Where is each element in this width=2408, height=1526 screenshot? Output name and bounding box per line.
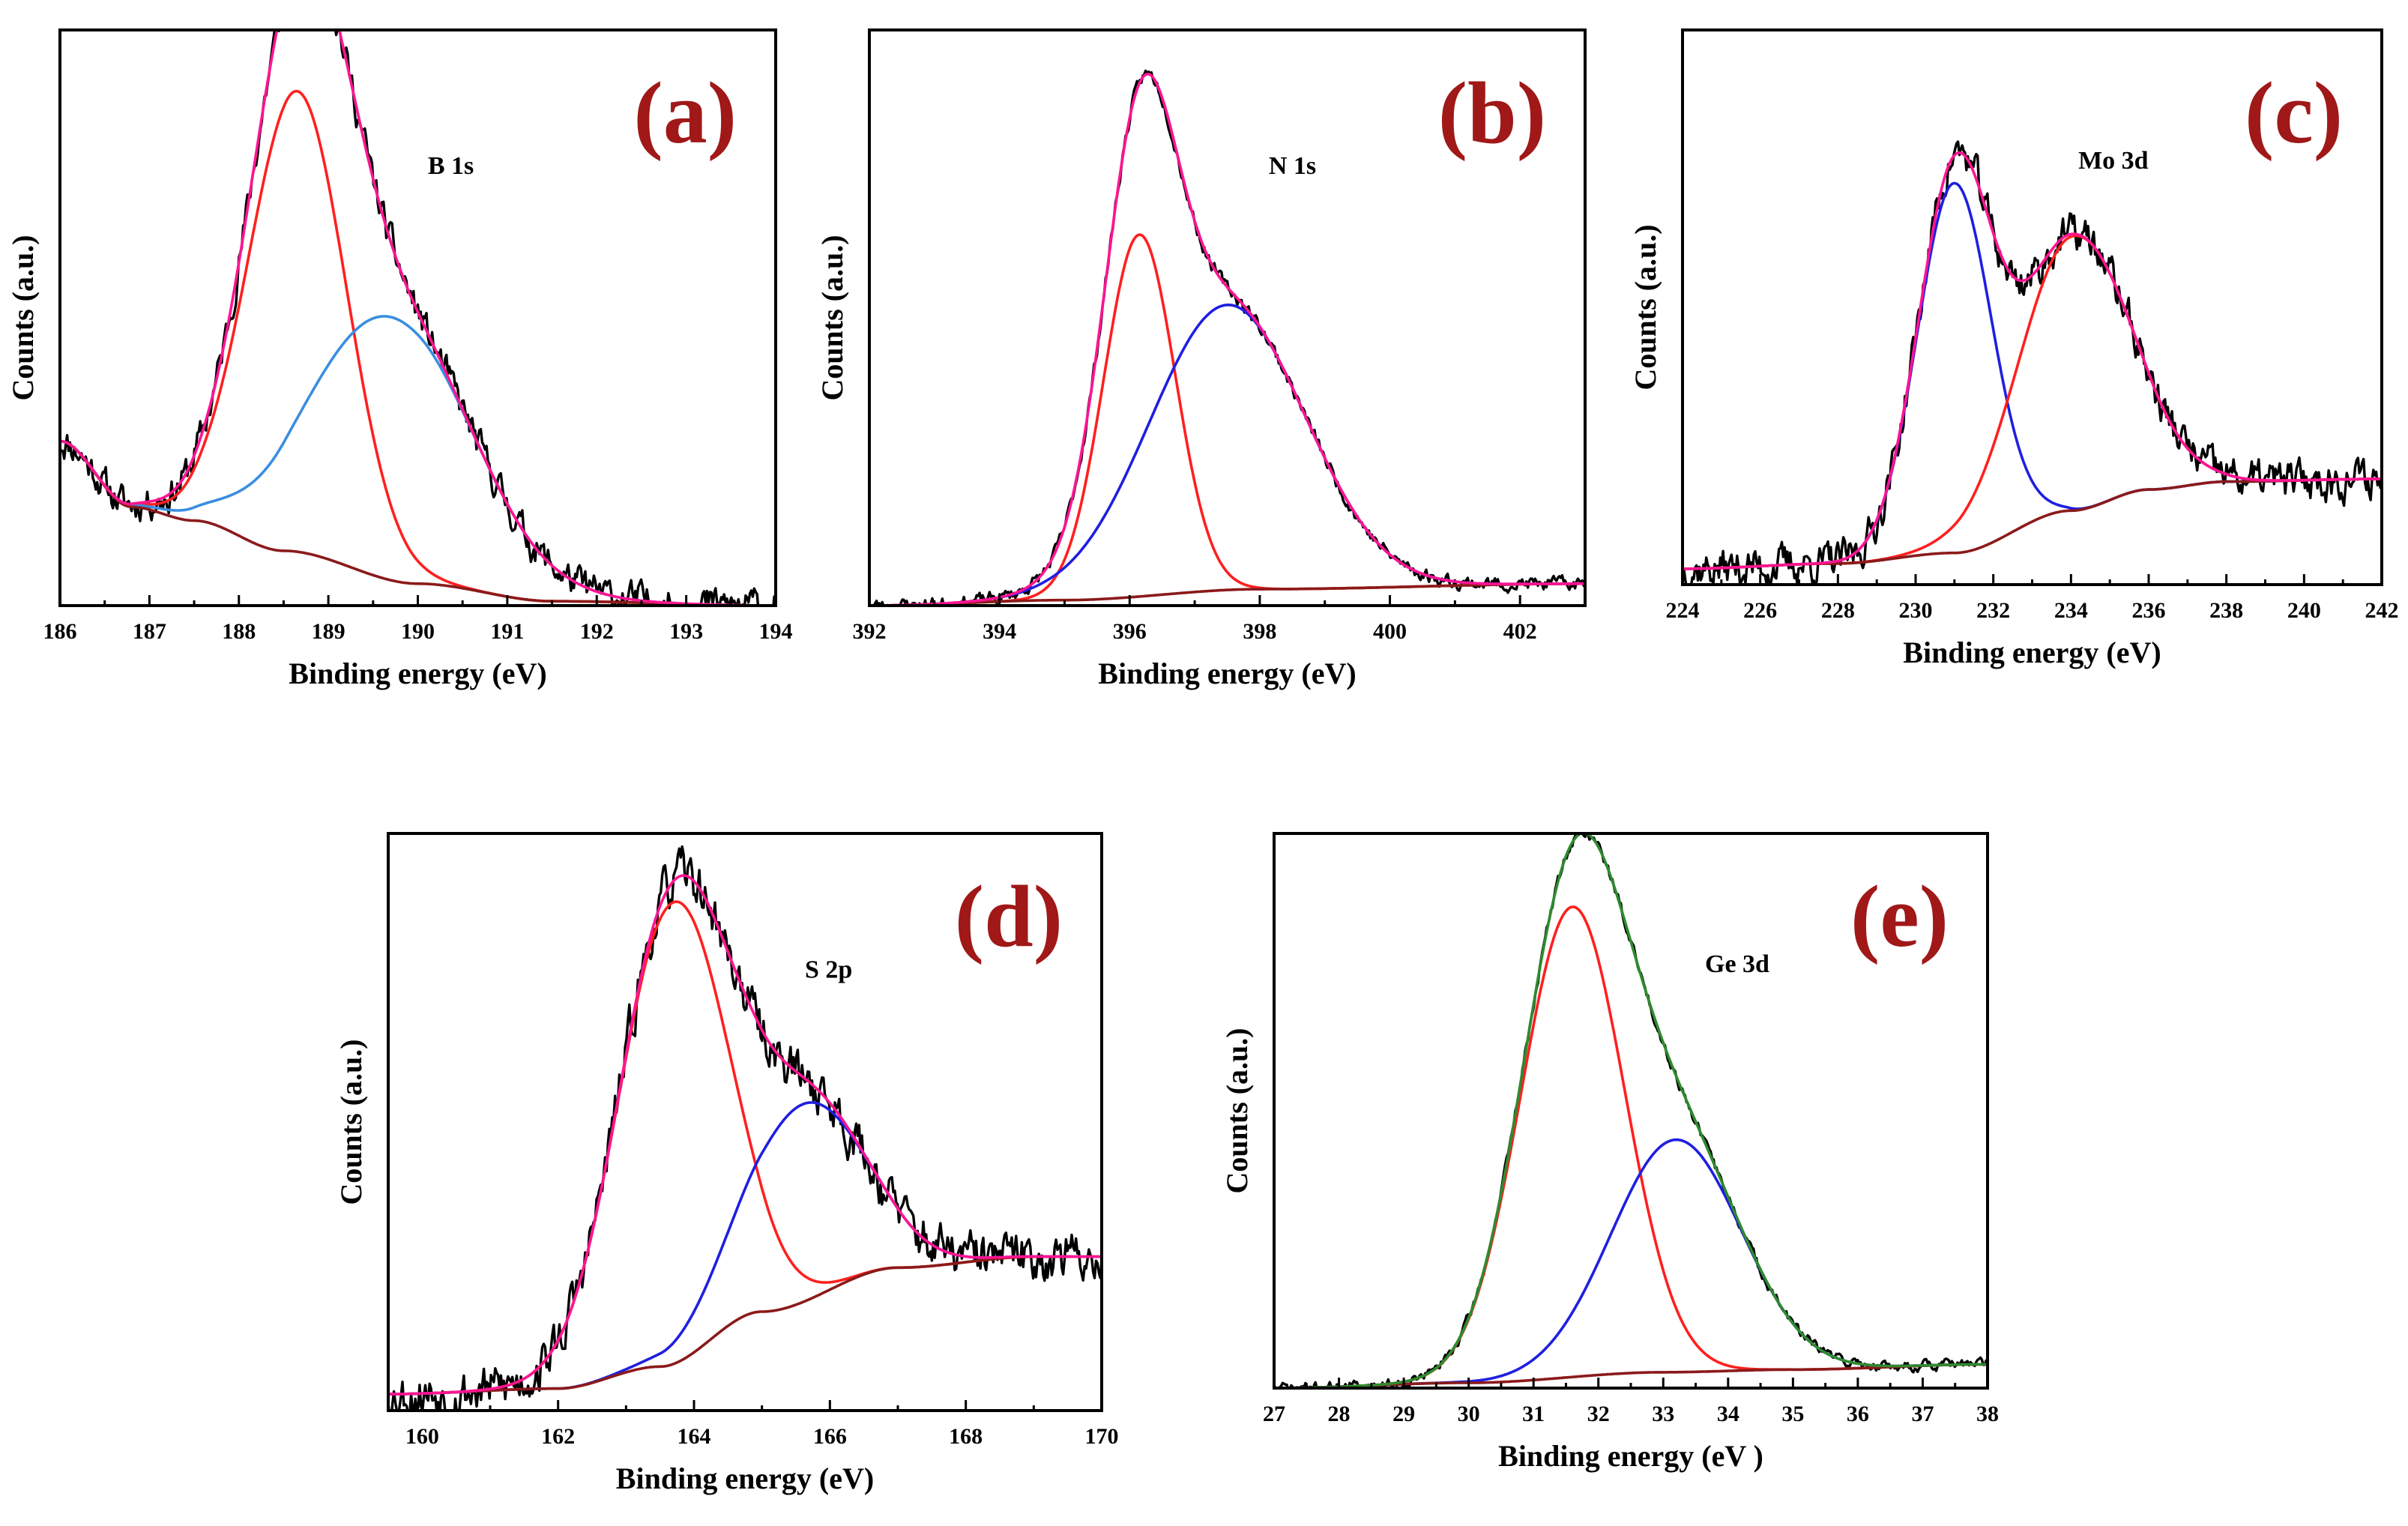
x-tick-label: 238	[2209, 598, 2243, 623]
x-tick-label: 230	[1899, 598, 1933, 623]
y-axis-title: Counts (a.u.)	[6, 235, 40, 400]
x-tick-label: 189	[312, 619, 345, 644]
series-envelope	[388, 874, 1102, 1396]
x-axis-title: Binding energy (eV)	[616, 1462, 874, 1495]
x-tick-label: 240	[2287, 598, 2321, 623]
x-tick-label: 27	[1263, 1402, 1285, 1426]
x-tick-label: 392	[853, 619, 887, 644]
x-axis-title: Binding energy (eV)	[1098, 657, 1356, 690]
x-tick-label: 186	[43, 619, 77, 644]
x-tick-label: 34	[1717, 1402, 1739, 1426]
x-tick-label: 228	[1821, 598, 1855, 623]
plot-frame	[387, 832, 1103, 1412]
series-component-1	[60, 89, 776, 606]
panel-a-curves	[60, 30, 776, 606]
x-tick-label: 396	[1113, 619, 1147, 644]
x-tick-label: 33	[1652, 1402, 1674, 1426]
series-component-1	[388, 900, 1102, 1396]
y-axis-title: Counts (a.u.)	[1629, 224, 1662, 390]
panel-label: (b)	[1438, 64, 1546, 162]
series-component-2	[1274, 1138, 1988, 1388]
panel-d-curves	[388, 845, 1102, 1411]
x-tick-label: 30	[1458, 1402, 1480, 1426]
x-axis-title: Binding energy (eV )	[1498, 1439, 1763, 1473]
series-experimental	[60, 30, 776, 606]
series-background	[60, 439, 776, 606]
x-tick-label: 194	[759, 619, 793, 644]
panel-c: 224 226 228 230 232 234 236 238 240 242 Binding en…	[1629, 28, 2399, 669]
x-tick-label: 398	[1243, 619, 1276, 644]
peak-annotation: Mo 3d	[2078, 147, 2149, 175]
peak-annotation: Ge 3d	[1705, 950, 1769, 978]
y-axis-title: Counts (a.u.)	[334, 1039, 368, 1204]
series-experimental	[388, 845, 1102, 1411]
x-tick-label: 36	[1847, 1402, 1869, 1426]
x-tick-label: 29	[1392, 1402, 1415, 1426]
x-tick-label: 164	[678, 1424, 711, 1449]
x-tick-label: 168	[949, 1424, 983, 1449]
x-tick-label: 166	[813, 1424, 847, 1449]
panel-label: (e)	[1850, 867, 1949, 965]
x-tick-label: 162	[541, 1424, 575, 1449]
series-component-2	[1683, 234, 2382, 570]
series-component-2	[869, 304, 1585, 606]
x-tick-label: 35	[1781, 1402, 1804, 1426]
x-tick-label: 31	[1522, 1402, 1545, 1426]
series-component-1	[1274, 905, 1988, 1388]
panel-a: 186 187 188 189 190 191 192 193 194 Binding energ…	[6, 28, 793, 690]
x-tick-label: 170	[1085, 1424, 1119, 1449]
x-tick-label: 191	[490, 619, 524, 644]
x-tick-label: 28	[1328, 1402, 1351, 1426]
panel-label: (c)	[2245, 64, 2343, 162]
x-tick-label: 188	[222, 619, 256, 644]
panel-e: 27 28 29 30 31 32 33 34 35 36 37 38 Binding energy (…	[1220, 832, 1999, 1473]
peak-annotation: N 1s	[1269, 152, 1316, 180]
series-background	[869, 582, 1585, 606]
series-envelope	[1274, 833, 1988, 1388]
x-tick-label: 32	[1587, 1402, 1610, 1426]
x-tick-label: 193	[669, 619, 703, 644]
panel-d: 160 162 164 166 168 170 Binding energy (eV) Cou…	[334, 832, 1119, 1495]
x-tick-label: 160	[405, 1424, 439, 1449]
series-envelope	[869, 73, 1585, 606]
series-experimental	[871, 69, 1585, 606]
x-tick-label: 38	[1976, 1402, 1999, 1426]
x-tick-label: 242	[2365, 598, 2399, 623]
series-background	[388, 1255, 1102, 1396]
y-axis-title: Counts (a.u.)	[1220, 1028, 1254, 1193]
series-experimental	[1683, 140, 2382, 585]
peak-annotation: B 1s	[428, 152, 474, 180]
series-envelope	[60, 30, 776, 606]
series-envelope	[1683, 151, 2382, 570]
x-tick-label: 394	[983, 619, 1016, 644]
x-tick-label: 232	[1976, 598, 2010, 623]
panel-b-curves	[869, 69, 1585, 606]
x-axis-title: Binding energy (eV)	[1903, 636, 2161, 669]
series-component-1	[869, 233, 1585, 606]
panel-label: (d)	[955, 867, 1063, 965]
plot-frame	[868, 28, 1587, 607]
x-tick-label: 226	[1743, 598, 1777, 623]
panel-b: 392 394 396 398 400 402 Binding energy (eV) Cou…	[815, 28, 1587, 690]
series-component-1	[1683, 181, 2382, 570]
x-axis-title: Binding energy (eV)	[289, 657, 546, 690]
x-tick-label: 187	[133, 619, 166, 644]
panel-label: (a)	[633, 64, 737, 162]
x-tick-label: 234	[2054, 598, 2088, 623]
x-tick-label: 400	[1373, 619, 1407, 644]
panel-c-curves	[1683, 140, 2382, 585]
y-axis-title: Counts (a.u.)	[815, 235, 849, 400]
x-tick-label: 192	[580, 619, 614, 644]
x-tick-label: 402	[1503, 619, 1537, 644]
x-tick-label: 224	[1666, 598, 1700, 623]
x-tick-label: 236	[2132, 598, 2166, 623]
x-tick-label: 190	[401, 619, 435, 644]
peak-annotation: S 2p	[805, 956, 852, 984]
x-tick-label: 37	[1911, 1402, 1934, 1426]
